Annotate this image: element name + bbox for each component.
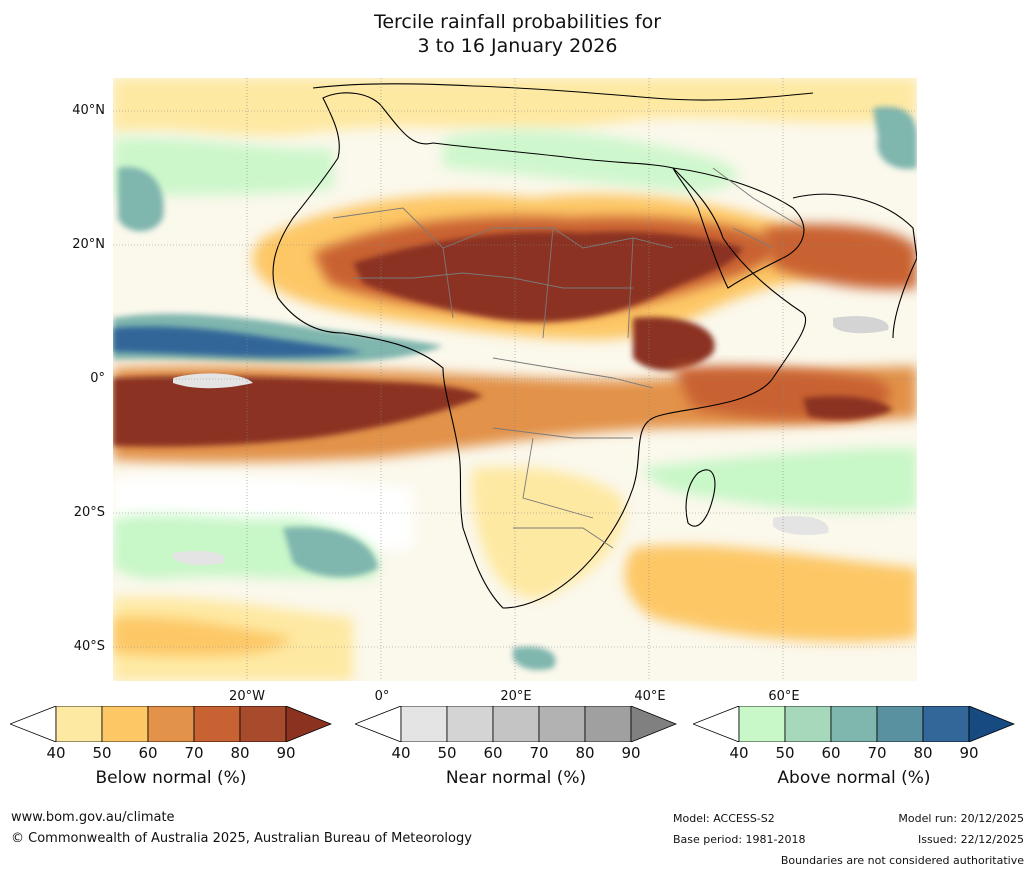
above-normal-title: Above normal (%) — [777, 768, 931, 788]
above-tick: 40 — [729, 744, 749, 762]
above-tick: 60 — [821, 744, 841, 762]
below-colorbar-segment — [147, 706, 195, 742]
above-tick: 70 — [867, 744, 887, 762]
copyright-text: © Commonwealth of Australia 2025, Austra… — [11, 831, 472, 846]
near-colorbar-segment — [400, 706, 448, 742]
lat-label-40s: 40°S — [73, 639, 105, 654]
map-title-line1: Tercile rainfall probabilities for — [373, 11, 662, 33]
below-tick: 50 — [92, 744, 112, 762]
below-tick: 80 — [230, 744, 250, 762]
above-tick: 90 — [959, 744, 979, 762]
near-normal-title: Near normal (%) — [445, 768, 587, 788]
near-normal-colorbar — [355, 706, 677, 742]
model-name: Model: ACCESS-S2 — [673, 812, 775, 825]
lon-label-20e: 20°E — [500, 689, 532, 704]
map-title-line2: 3 to 16 January 2026 — [417, 35, 618, 57]
probability-map — [113, 78, 917, 681]
above-colorbar-max-arrow — [968, 706, 1015, 742]
near-tick: 50 — [437, 744, 457, 762]
above-tick: 50 — [775, 744, 795, 762]
lon-label-60e: 60°E — [768, 689, 800, 704]
below-colorbar-segment — [101, 706, 149, 742]
above-colorbar-segment — [876, 706, 924, 742]
below-tick: 70 — [184, 744, 204, 762]
near-colorbar-segment — [538, 706, 586, 742]
near-colorbar-segment — [584, 706, 632, 742]
below-normal-colorbar — [10, 706, 332, 742]
near-tick: 70 — [529, 744, 549, 762]
lat-label-20n: 20°N — [72, 237, 105, 252]
near-tick: 90 — [621, 744, 641, 762]
above-colorbar-min-arrow — [693, 706, 740, 742]
above-colorbar-segment — [830, 706, 878, 742]
above-normal-colorbar — [693, 706, 1015, 742]
coastlines — [272, 83, 917, 609]
lon-label-0: 0° — [374, 689, 390, 704]
above-colorbar-segment — [738, 706, 786, 742]
near-colorbar-segment — [446, 706, 494, 742]
below-normal-title: Below normal (%) — [95, 768, 247, 788]
below-colorbar-segment — [193, 706, 241, 742]
lon-label-40e: 40°E — [634, 689, 666, 704]
below-colorbar-segment — [55, 706, 103, 742]
probability-field — [113, 78, 917, 681]
base-period: Base period: 1981-2018 — [673, 833, 806, 846]
map-title: Tercile rainfall probabilities for 3 to … — [0, 10, 1035, 58]
near-tick: 80 — [575, 744, 595, 762]
below-tick: 60 — [138, 744, 158, 762]
above-colorbar-segment — [922, 706, 970, 742]
country-boundaries — [332, 167, 804, 549]
lon-label-20w: 20°W — [229, 689, 265, 704]
near-tick: 40 — [391, 744, 411, 762]
near-colorbar-min-arrow — [355, 706, 402, 742]
near-colorbar-segment — [492, 706, 540, 742]
website-link[interactable]: www.bom.gov.au/climate — [11, 810, 175, 825]
below-colorbar-min-arrow — [10, 706, 57, 742]
near-colorbar-max-arrow — [630, 706, 677, 742]
lat-label-40n: 40°N — [72, 103, 105, 118]
near-tick: 60 — [483, 744, 503, 762]
graticule — [113, 78, 917, 681]
below-colorbar-max-arrow — [285, 706, 332, 742]
model-run-date: Model run: 20/12/2025 — [898, 812, 1024, 825]
probability-map-svg — [113, 78, 917, 681]
issued-date: Issued: 22/12/2025 — [917, 833, 1024, 846]
below-tick: 90 — [276, 744, 296, 762]
above-tick: 80 — [913, 744, 933, 762]
below-colorbar-segment — [239, 706, 287, 742]
lat-label-20s: 20°S — [73, 505, 105, 520]
boundaries-note: Boundaries are not considered authoritat… — [780, 854, 1024, 867]
above-colorbar-segment — [784, 706, 832, 742]
lat-label-0: 0° — [90, 371, 105, 386]
below-tick: 40 — [46, 744, 66, 762]
